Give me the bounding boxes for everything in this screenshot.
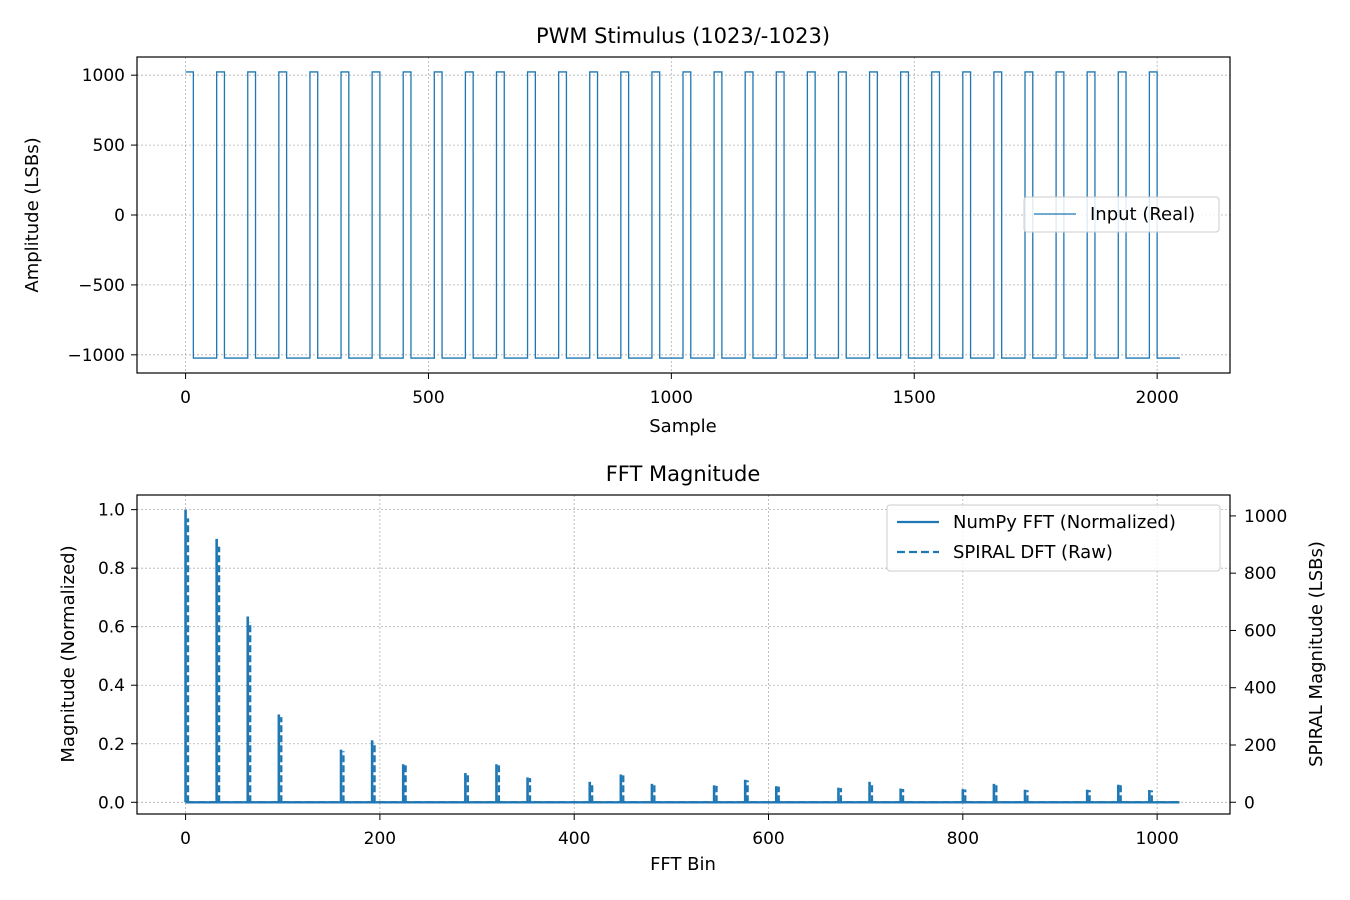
fft-magnitude-chart: FFT Magnitude FFT Bin Magnitude (Normali… — [58, 462, 1327, 875]
chart2-y-right-tick-label: 600 — [1244, 621, 1276, 641]
chart2-legend-box — [886, 504, 1221, 572]
chart1-legend: Input (Real) — [1023, 196, 1220, 233]
chart1-legend-box — [1023, 196, 1220, 233]
chart1-x-tick-label: 0 — [180, 388, 191, 408]
chart1-x-tick-label: 1000 — [650, 388, 693, 408]
chart2-legend: NumPy FFT (Normalized) SPIRAL DFT (Raw) — [886, 504, 1221, 572]
chart2-x-tick-label: 1000 — [1136, 829, 1179, 849]
chart2-x-tick-label: 600 — [752, 829, 784, 849]
chart2-y-tick-label: 0.8 — [98, 559, 125, 579]
chart1-y-tick-label: −500 — [78, 276, 125, 296]
chart2-y-tick-label: 0.2 — [98, 735, 125, 755]
chart2-y-right-tick-label: 200 — [1244, 736, 1276, 756]
chart1-x-tick-label: 500 — [412, 388, 444, 408]
chart2-x-tick-label: 200 — [364, 829, 396, 849]
chart2-legend-label-numpy: NumPy FFT (Normalized) — [953, 512, 1176, 533]
chart2-x-tick-label: 800 — [947, 829, 979, 849]
chart2-y-tick-label: 0.0 — [98, 793, 125, 813]
chart1-y-tick-label: 1000 — [82, 66, 125, 86]
chart2-ylabel: Magnitude (Normalized) — [58, 545, 79, 762]
chart1-title: PWM Stimulus (1023/-1023) — [536, 24, 830, 48]
chart1-y-tick-label: −1000 — [67, 346, 125, 366]
chart1-x-tick-label: 2000 — [1136, 388, 1179, 408]
chart2-ticks: 0 200 400 600 800 1000 1.0 0.8 0.6 0.4 0.2 0.0 1000 8… — [98, 501, 1287, 849]
chart2-ylabel-right: SPIRAL Magnitude (LSBs) — [1306, 541, 1327, 767]
chart2-xlabel: FFT Bin — [650, 854, 716, 875]
chart1-x-tick-label: 1500 — [893, 388, 936, 408]
chart1-y-tick-label: 0 — [114, 206, 125, 226]
chart1-xlabel: Sample — [649, 416, 717, 437]
chart2-y-right-tick-label: 1000 — [1244, 507, 1287, 527]
pwm-stimulus-chart: PWM Stimulus (1023/-1023) Sample Amplitu… — [22, 24, 1231, 437]
chart2-y-tick-label: 0.4 — [98, 676, 125, 696]
chart1-ylabel: Amplitude (LSBs) — [22, 137, 43, 292]
chart2-frame — [136, 494, 1231, 815]
chart2-title: FFT Magnitude — [606, 462, 761, 486]
chart1-plot — [185, 71, 1180, 359]
chart1-series-input-real — [185, 71, 1180, 359]
chart2-plot — [184, 509, 1180, 804]
chart1-ticks: 0 500 1000 1500 2000 1000 500 0 −500 −1000 — [67, 66, 1178, 408]
chart2-y-tick-label: 1.0 — [98, 501, 125, 521]
chart2-y-right-tick-label: 400 — [1244, 679, 1276, 699]
chart2-y-right-tick-label: 800 — [1244, 564, 1276, 584]
chart2-x-tick-label: 0 — [180, 829, 191, 849]
chart2-x-tick-label: 400 — [558, 829, 590, 849]
chart1-y-tick-label: 500 — [93, 136, 125, 156]
chart2-y-right-tick-label: 0 — [1244, 793, 1255, 813]
chart1-legend-label-input: Input (Real) — [1090, 204, 1195, 225]
chart2-y-tick-label: 0.6 — [98, 618, 125, 638]
chart2-legend-label-spiral: SPIRAL DFT (Raw) — [953, 542, 1113, 563]
